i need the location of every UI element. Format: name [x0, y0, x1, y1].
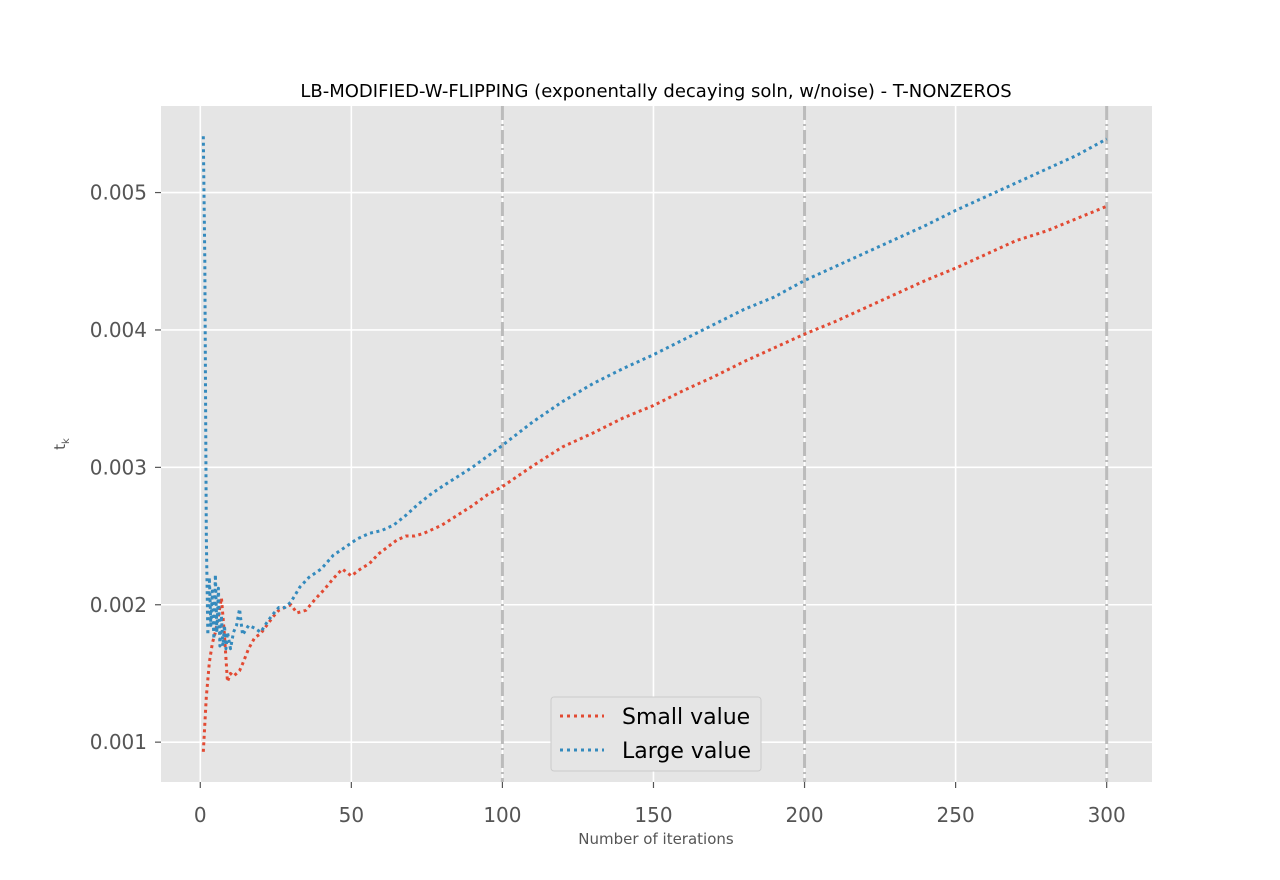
y-tick-label: 0.004	[90, 318, 147, 342]
x-axis-label: Number of iterations	[578, 830, 734, 848]
x-tick-label: 200	[785, 803, 823, 827]
y-axis-label: tk	[51, 438, 72, 450]
x-tick-label: 150	[634, 803, 672, 827]
reference-lines	[500, 106, 1109, 782]
x-tick-label: 250	[937, 803, 975, 827]
legend-label-large: Large value	[622, 739, 751, 764]
series-layer	[201, 136, 1108, 752]
y-tick-label: 0.002	[90, 593, 147, 617]
x-tick-label: 50	[339, 803, 364, 827]
x-axis: 0 50 100 150 200 250 300	[194, 782, 1126, 827]
y-axis-label-base: t	[51, 444, 69, 450]
plot-background	[161, 106, 1152, 782]
series-line-small	[201, 204, 1108, 752]
y-axis-label-subscript: k	[61, 438, 72, 444]
chart-title: LB-MODIFIED-W-FLIPPING (exponentally dec…	[300, 81, 1011, 102]
x-tick-label: 300	[1088, 803, 1126, 827]
series-line-large	[201, 136, 1108, 651]
legend-label-small: Small value	[622, 705, 750, 730]
x-tick-label: 100	[483, 803, 521, 827]
y-tick-label: 0.003	[90, 455, 147, 479]
x-tick-label: 0	[194, 803, 207, 827]
y-tick-label: 0.005	[90, 181, 147, 205]
legend: Small value Large value	[550, 696, 762, 772]
y-axis: 0.001 0.002 0.003 0.004 0.005	[90, 181, 161, 754]
y-tick-label: 0.001	[90, 730, 147, 754]
